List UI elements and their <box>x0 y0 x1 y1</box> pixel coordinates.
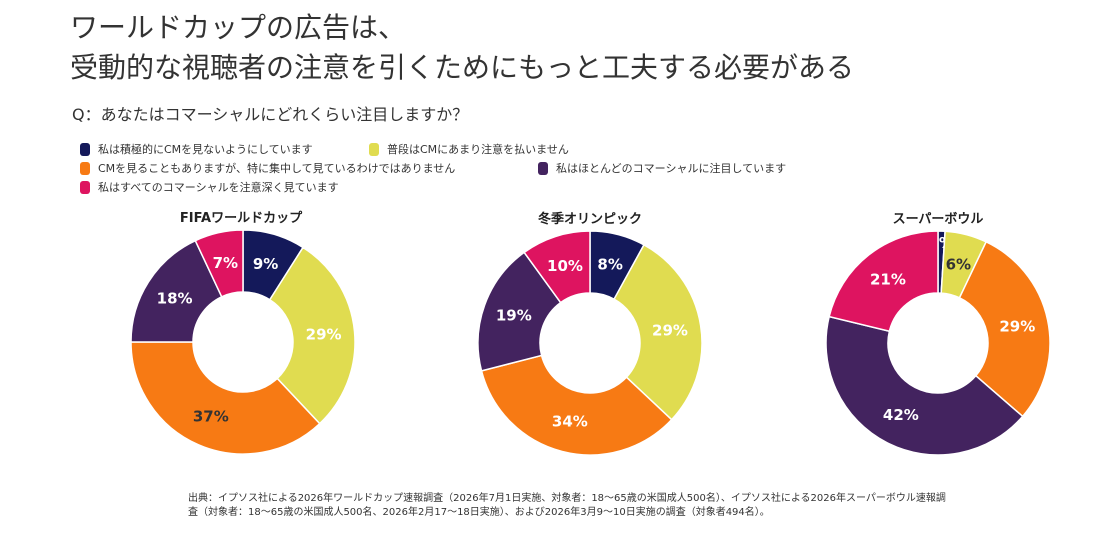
slice-label: 42% <box>883 406 919 424</box>
donut-slice <box>268 246 356 425</box>
donut-slice <box>194 229 244 298</box>
legend-label: 普段はCMにあまり注意を払いません <box>387 143 569 156</box>
donut-slice <box>828 230 939 333</box>
donut-world-cup: FIFAワールドカップ 9% 29% 37% 18% 7% <box>130 211 356 455</box>
slice-label: 6% <box>946 256 971 274</box>
donut-winter-olympics: 冬季オリンピック 8% 29% 34% 19% 10% <box>477 211 703 456</box>
donut-slice <box>130 239 223 343</box>
slice-label: 21% <box>870 270 906 288</box>
donut-slice <box>613 243 703 421</box>
title-line-1: ワールドカップの広告は、 <box>70 11 407 44</box>
legend-label: CMを見ることもありますが、特に集中して見ているわけではありません <box>98 162 456 175</box>
chart-title: FIFAワールドカップ <box>180 211 303 226</box>
slice-label: 10% <box>547 257 583 275</box>
chart-title: 冬季オリンピック <box>538 211 642 227</box>
legend-item-sometimes: CMを見ることもありますが、特に集中して見ているわけではありません <box>80 160 455 176</box>
legend-item-all-carefully: 私はすべてのコマーシャルを注意深く見ています <box>80 179 339 195</box>
slice-label: 34% <box>552 412 588 430</box>
donut-slice <box>523 230 591 304</box>
slice-label: 37% <box>193 407 229 425</box>
slice-label: 8% <box>597 256 622 274</box>
slice-label: 7% <box>213 254 238 272</box>
legend-swatch <box>369 142 379 156</box>
legend-swatch <box>80 142 90 156</box>
legend-item-most: 私はほとんどのコマーシャルに注目しています <box>538 160 786 176</box>
legend-swatch <box>80 180 90 194</box>
slice-label: 29% <box>306 325 342 343</box>
legend-item-little-attention: 普段はCMにあまり注意を払いません <box>369 141 569 157</box>
legend-item-avoid: 私は積極的にCMを見ないようにしています <box>80 141 313 157</box>
slice-label: 9% <box>253 255 278 273</box>
legend-swatch <box>538 161 548 175</box>
legend-swatch <box>80 161 90 175</box>
donut-slice <box>477 251 562 372</box>
donut-slice <box>130 341 321 455</box>
legend-label: 私はすべてのコマーシャルを注意深く見ています <box>98 181 339 194</box>
slice-label: 29% <box>652 321 688 339</box>
legend-label: 私は積極的にCMを見ないようにしています <box>98 143 313 156</box>
slice-label: 19% <box>496 307 532 325</box>
slice-label: 29% <box>999 317 1035 335</box>
donut-slice <box>958 240 1051 418</box>
page-title: ワールドカップの広告は、 受動的な視聴者の注意を引くためにもっと工夫する必要があ… <box>70 8 854 88</box>
slice-label: 18% <box>157 290 193 308</box>
donut-slice <box>825 315 1024 456</box>
survey-question: Q：あなたはコマーシャルにどれくらい注目しますか？ <box>72 105 469 124</box>
legend-label: 私はほとんどのコマーシャルに注目しています <box>556 162 787 175</box>
donut-slice <box>480 354 673 456</box>
chart-title: スーパーボウル <box>893 211 984 227</box>
title-line-2: 受動的な視聴者の注意を引くためにもっと工夫する必要がある <box>70 51 855 84</box>
source-note: 出典：イプソス社による2026年ワールドカップ速報調査（2026年7月1日実施、… <box>188 493 946 518</box>
